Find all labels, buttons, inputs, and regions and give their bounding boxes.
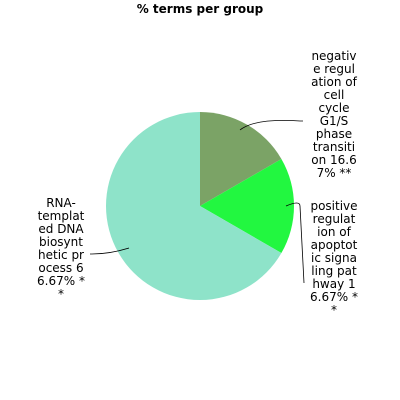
slice-label-line: RNA-: [46, 196, 76, 210]
slice-label-line: ed DNA: [38, 222, 84, 236]
leader-line-1: [239, 120, 303, 131]
slice-label-line: G1/S: [320, 114, 349, 128]
pie-slice-1: [200, 112, 282, 206]
slice-label-1: negativ e regul ation of cell cycle G1/S phase…: [311, 49, 357, 180]
slice-label-line: 7% **: [317, 166, 352, 180]
slice-label-line: *: [331, 303, 337, 317]
slice-label-line: regulat: [313, 212, 356, 226]
slice-label-line: hway 1: [312, 277, 355, 291]
leader-lines: [90, 120, 305, 284]
slice-label-line: apoptot: [311, 238, 358, 252]
slice-label-line: transiti: [313, 140, 355, 154]
slice-label-line: e regul: [313, 62, 355, 76]
pie-slice-2: [200, 159, 294, 254]
pie-slice-3: [105, 112, 282, 301]
slice-label-line: ic signa: [311, 251, 357, 265]
pie-slices: [105, 112, 294, 301]
slice-label-line: positive: [310, 199, 357, 213]
slice-label-line: negativ: [311, 49, 356, 63]
slice-label-line: 6.67% *: [37, 274, 85, 288]
slice-label-line: cycle: [318, 101, 349, 115]
slice-label-2: positive regulat ion of apoptot ic signa ling…: [310, 199, 358, 317]
slice-label-line: templat: [38, 209, 85, 223]
slice-label-line: ation of: [311, 75, 357, 89]
slice-label-line: *: [58, 287, 64, 301]
slice-label-line: phase: [316, 127, 352, 141]
slice-label-line: ling pat: [311, 264, 357, 278]
slice-labels: negativ e regul ation of cell cycle G1/S phase…: [37, 49, 358, 317]
slice-label-line: hetic pr: [38, 248, 84, 262]
slice-label-line: ocess 6: [38, 261, 83, 275]
slice-label-line: cell: [324, 88, 345, 102]
chart-title: % terms per group: [137, 2, 264, 16]
slice-label-line: ion of: [317, 225, 351, 239]
slice-label-line: biosynt: [39, 235, 83, 249]
leader-line-2: [285, 202, 305, 284]
slice-label-line: 6.67% *: [310, 290, 358, 304]
leader-line-3: [90, 247, 130, 255]
slice-label-line: on 16.6: [311, 153, 356, 167]
